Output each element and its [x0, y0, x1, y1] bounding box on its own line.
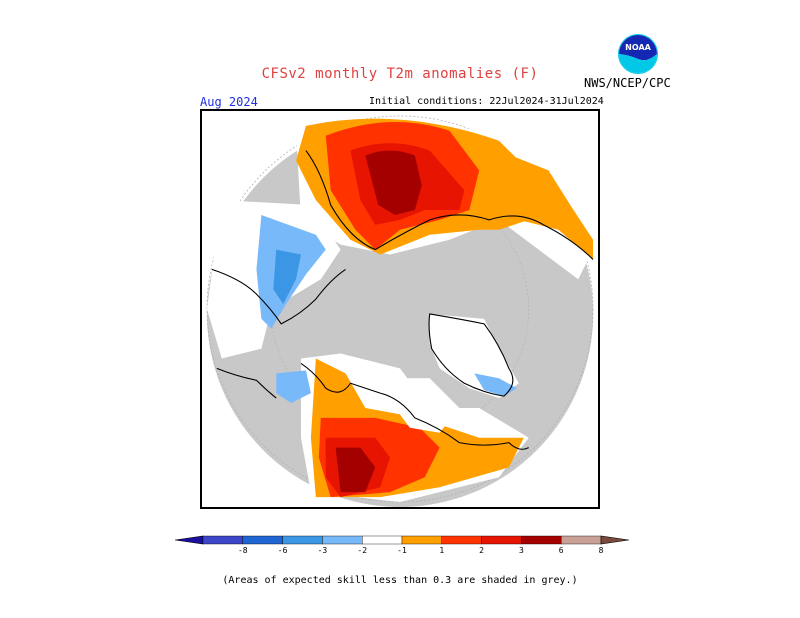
- legend-swatch: [401, 535, 442, 545]
- polar-map-canvas: [202, 111, 598, 507]
- polar-map: [200, 109, 600, 509]
- east-asia-anomaly-1to2: [499, 150, 594, 260]
- legend-swatch: [521, 535, 562, 545]
- legend-swatch: [481, 535, 522, 545]
- alaska-cool-anomaly: [276, 370, 311, 404]
- legend-tick-label: -3: [318, 546, 328, 555]
- legend-swatch: [242, 535, 283, 545]
- legend-swatch: [202, 535, 243, 545]
- legend-swatch: [282, 535, 323, 545]
- europe-anomaly-minus2to3: [273, 249, 301, 305]
- agency-label: NWS/NCEP/CPC: [584, 76, 671, 90]
- legend-swatch: [322, 535, 363, 545]
- north-america-anomaly-6to8: [335, 447, 376, 493]
- legend-swatch: [361, 535, 403, 545]
- greenland-white-region: [429, 313, 519, 399]
- legend-tick-label: 1: [439, 546, 444, 555]
- legend-tick-label: 6: [559, 546, 564, 555]
- legend-tick-label: 3: [519, 546, 524, 555]
- legend-arrow-high: [600, 535, 630, 545]
- legend-tick-label: 8: [599, 546, 604, 555]
- legend-swatch: [561, 535, 602, 545]
- legend-tick-label: 2: [479, 546, 484, 555]
- initial-conditions: Initial conditions: 22Jul2024-31Jul2024: [369, 96, 604, 107]
- legend-tick-label: -1: [397, 546, 407, 555]
- noaa-logo: NOAA: [618, 34, 658, 74]
- legend-swatches: [174, 535, 630, 545]
- domain-boundary: [206, 115, 594, 503]
- legend-tick-label: -8: [238, 546, 248, 555]
- coastlines: [211, 150, 594, 450]
- legend-arrow-low: [174, 535, 204, 545]
- canada-archipelago-white: [390, 378, 460, 433]
- greenland-cool-anomaly: [474, 373, 517, 397]
- outside-domain: [202, 111, 598, 507]
- legend-swatch: [441, 535, 482, 545]
- valid-month: Aug 2024: [200, 95, 258, 109]
- legend-tick-label: -6: [278, 546, 288, 555]
- color-legend: -8 -6 -3 -2 -1 1 2 3 6 8: [174, 535, 630, 555]
- legend-ticks: -8 -6 -3 -2 -1 1 2 3 6 8: [238, 546, 604, 555]
- legend-tick-label: -2: [357, 546, 367, 555]
- eurasia-anomaly-6to8: [365, 150, 422, 215]
- chart-title: CFSv2 monthly T2m anomalies (F): [261, 66, 539, 82]
- skill-footnote: (Areas of expected skill less than 0.3 a…: [222, 575, 578, 586]
- noaa-logo-text: NOAA: [625, 43, 651, 52]
